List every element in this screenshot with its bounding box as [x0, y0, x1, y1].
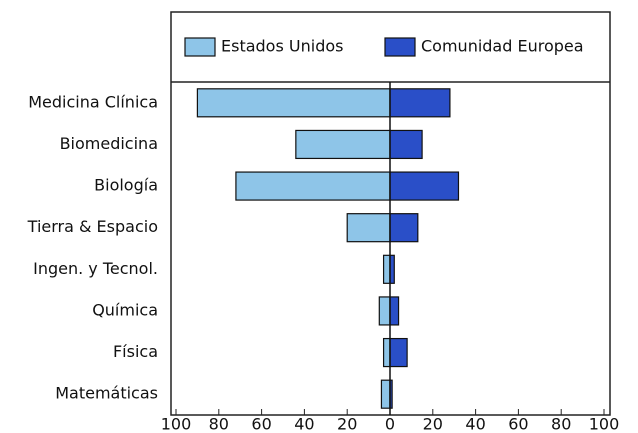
x-tick-label: 80 — [209, 415, 229, 433]
bar — [389, 88, 451, 118]
legend-label: Comunidad Europea — [421, 37, 584, 56]
category-label: Ingen. y Tecnol. — [33, 259, 158, 278]
x-tick-label: 80 — [551, 415, 571, 433]
x-tick-label: 60 — [508, 415, 528, 433]
x-tick-label: 60 — [251, 415, 271, 433]
x-tick-label: 40 — [294, 415, 314, 433]
bar — [380, 379, 391, 409]
category-label: Biomedicina — [60, 134, 158, 153]
category-label: Medicina Clínica — [28, 92, 158, 111]
bar — [235, 171, 391, 201]
bar — [389, 296, 400, 326]
bar — [382, 254, 391, 284]
bar — [346, 213, 391, 243]
legend-swatch — [184, 37, 216, 57]
x-tick-label: 20 — [423, 415, 443, 433]
category-label: Física — [113, 342, 158, 361]
x-tick-label: 100 — [589, 415, 620, 433]
x-tick-label: 100 — [161, 415, 192, 433]
bar — [378, 296, 391, 326]
category-label: Tierra & Espacio — [27, 217, 158, 236]
bar — [389, 171, 460, 201]
legend-label: Estados Unidos — [221, 37, 343, 56]
x-tick-label: 20 — [337, 415, 357, 433]
bar — [389, 213, 419, 243]
bar — [389, 337, 408, 368]
bar — [382, 337, 391, 368]
category-label: Matemáticas — [55, 384, 158, 403]
bar — [196, 88, 391, 118]
x-tick-label: 40 — [465, 415, 485, 433]
bar — [389, 129, 423, 160]
category-label: Química — [92, 300, 158, 319]
bar — [295, 129, 391, 160]
legend-swatch — [384, 37, 416, 57]
category-label: Biología — [94, 176, 158, 195]
x-tick-label: 0 — [385, 415, 395, 433]
